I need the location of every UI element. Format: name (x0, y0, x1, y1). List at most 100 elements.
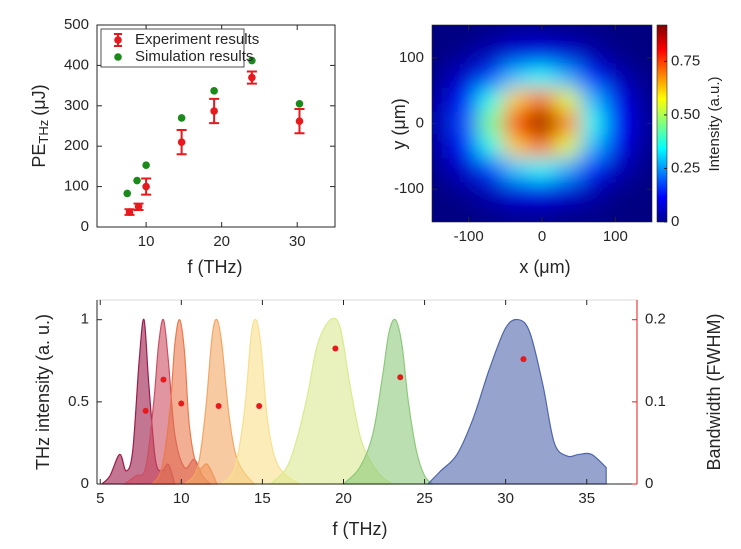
heatmap-cell (477, 111, 504, 136)
heatmap-cell (631, 134, 652, 159)
heatmap-cell (580, 25, 607, 44)
y-label-unit: (μJ) (29, 84, 49, 115)
data-point (142, 161, 150, 169)
heatmap-cell (631, 180, 652, 205)
y-tick-label: 1 (81, 311, 89, 328)
heatmap-cell (477, 134, 504, 159)
heatmap-cell (580, 42, 607, 67)
x-tick-label: 20 (213, 233, 230, 250)
heatmap-cell (432, 88, 453, 113)
x-tick-label: 5 (96, 490, 104, 507)
heatmap-cell (528, 25, 556, 44)
x-tick-label: 35 (578, 490, 595, 507)
heatmap-cell (528, 180, 556, 205)
heatmap-cell (503, 180, 530, 205)
y-tick-label: 200 (64, 137, 89, 154)
bandwidth-point (160, 376, 167, 383)
spectrum-area (220, 318, 302, 485)
legend-label: Experiment results (135, 31, 259, 48)
heatmap-cell (605, 42, 633, 67)
colorbar-tick-label: 0 (671, 213, 679, 230)
data-point (210, 107, 218, 115)
heatmap-cell (432, 203, 453, 222)
y-tick-label: 100 (399, 49, 424, 66)
y-axis-label: y (μm) (389, 98, 409, 149)
y-label-main: PE (29, 144, 49, 168)
heatmap-cell (554, 180, 581, 205)
heatmap-cell (451, 203, 479, 222)
y2-tick-label: 0 (645, 475, 653, 492)
heatmap-cell (580, 111, 607, 136)
legend-marker (114, 36, 122, 44)
bandwidth-point (332, 345, 339, 352)
heatmap-cell (451, 65, 479, 90)
y-tick-label: 0 (81, 475, 89, 492)
y-tick-label: 300 (64, 97, 89, 114)
heatmap-cell (451, 42, 479, 67)
x-tick-label: 100 (603, 228, 628, 245)
y2-tick-label: 0.1 (645, 393, 666, 410)
heatmap-cell (503, 88, 530, 113)
heatmap-cell (580, 65, 607, 90)
data-point (177, 138, 186, 146)
heatmap-cell (451, 134, 479, 159)
heatmap-cell (503, 134, 530, 159)
heatmap-cell (554, 42, 581, 67)
heatmap-cell (554, 25, 581, 44)
heatmap-cell (432, 25, 453, 44)
x-axis-label: x (μm) (519, 257, 570, 277)
data-point (134, 203, 143, 211)
y-tick-label: -100 (394, 180, 424, 197)
heatmap-cell (477, 180, 504, 205)
heatmap-cell (451, 180, 479, 205)
plot-area (96, 24, 336, 228)
x-tick-label: 0 (538, 228, 546, 245)
heatmap-cell (554, 203, 581, 222)
heatmap-cell (528, 111, 556, 136)
x-axis-label: f (THz) (188, 257, 243, 277)
heatmap-cell (477, 42, 504, 67)
heatmap-cell (528, 42, 556, 67)
heatmap-cell (503, 157, 530, 182)
heatmap-cell (580, 203, 607, 222)
heatmap-cell (503, 111, 530, 136)
legend (100, 28, 245, 68)
y2-tick-label: 0.2 (645, 311, 666, 328)
data-point (125, 208, 134, 216)
heatmap-cell (451, 157, 479, 182)
heatmap-cell (580, 134, 607, 159)
heatmap-cell (432, 111, 453, 136)
y-axis-label: PETHz (μJ) (29, 84, 52, 167)
x-tick-label: 30 (497, 490, 514, 507)
bandwidth-point (520, 356, 527, 363)
heatmap-cell (477, 203, 504, 222)
heatmap-cell (631, 157, 652, 182)
x-tick-label: 25 (416, 490, 433, 507)
data-point (295, 99, 304, 108)
legend-label: Simulation results (135, 48, 253, 65)
colorbar-tick-label: 0.75 (671, 52, 700, 69)
data-point (123, 189, 132, 198)
heatmap (432, 25, 652, 222)
heatmap-cell (503, 42, 530, 67)
heatmap-cell (503, 65, 530, 90)
heatmap-cell (554, 88, 581, 113)
heatmap-cell (477, 65, 504, 90)
data-point (248, 56, 256, 65)
colorbar (656, 24, 668, 223)
colorbar-label: Intensity (a.u.) (706, 76, 723, 171)
colorbar-tick-label: 0.50 (671, 106, 700, 123)
data-point (210, 87, 218, 95)
heatmap-cell (528, 88, 556, 113)
heatmap-cell (528, 203, 556, 222)
data-point (133, 176, 141, 185)
y-tick-label: 0 (416, 114, 424, 131)
y-tick-label: 400 (64, 56, 89, 73)
heatmap-cell (451, 25, 479, 44)
heatmap-cell (554, 111, 581, 136)
y-axis-label: THz intensity (a. u.) (33, 314, 53, 470)
heatmap-cell (605, 88, 633, 113)
heatmap-cell (605, 65, 633, 90)
data-point (248, 73, 256, 82)
